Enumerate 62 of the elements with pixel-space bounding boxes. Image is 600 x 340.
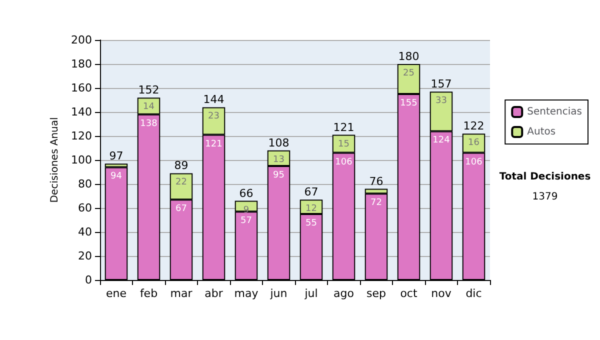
x-tick-label: oct xyxy=(400,287,418,300)
data-label: 25 xyxy=(403,68,414,78)
x-tick-label: abr xyxy=(204,287,224,300)
x-tick-label: feb xyxy=(140,287,158,300)
y-tick-label: 40 xyxy=(78,226,92,238)
y-tick-label: 140 xyxy=(71,106,92,118)
data-label: 106 xyxy=(335,157,353,168)
text: Total Decisiones xyxy=(499,172,591,182)
x-tick-label: jul xyxy=(304,287,318,300)
x-tick-label: jun xyxy=(269,287,288,300)
data-label: 14 xyxy=(143,102,155,112)
total-label: 108 xyxy=(268,136,290,150)
total-label: 157 xyxy=(430,78,452,91)
total-label: 180 xyxy=(398,50,420,63)
data-label: 15 xyxy=(338,139,350,150)
data-label: 13 xyxy=(273,154,284,165)
y-tick-label: 180 xyxy=(71,58,92,70)
x-tick-label: may xyxy=(234,287,259,300)
data-label: 95 xyxy=(273,170,284,180)
total-label: 122 xyxy=(463,120,484,133)
y-axis-title: Decisiones Anual xyxy=(50,117,61,203)
total-label: 66 xyxy=(239,186,254,200)
total-label: 97 xyxy=(109,150,124,163)
x-tick-label: mar xyxy=(170,287,193,300)
data-label: 23 xyxy=(208,112,220,122)
data-label: 138 xyxy=(140,118,158,129)
data-label: 9 xyxy=(243,205,250,216)
y-tick-label: 0 xyxy=(85,274,92,286)
total-label: 144 xyxy=(203,93,224,106)
total-label: 89 xyxy=(174,159,188,172)
total-label: 121 xyxy=(333,120,354,134)
x-tick-label: dic xyxy=(466,287,482,300)
total-label: 152 xyxy=(138,84,160,97)
total-label: 76 xyxy=(369,174,384,188)
data-label: 57 xyxy=(240,216,252,226)
data-label: 33 xyxy=(436,96,447,106)
x-tick-label: sep xyxy=(366,287,386,300)
y-tick-label: 60 xyxy=(78,202,92,214)
x-tick-label: ene xyxy=(106,287,127,300)
data-label: 124 xyxy=(432,136,450,146)
data-label: 121 xyxy=(205,139,222,150)
data-label: 16 xyxy=(468,138,480,148)
data-label: 106 xyxy=(465,157,483,168)
x-tick-label: ago xyxy=(334,287,354,300)
y-tick-label: 100 xyxy=(71,154,92,166)
data-label: 72 xyxy=(370,198,382,208)
text: 1379 xyxy=(532,192,558,202)
data-label: 12 xyxy=(306,204,317,214)
y-tick-label: 20 xyxy=(78,250,92,262)
y-tick-label: 80 xyxy=(78,178,92,190)
y-tick-label: 200 xyxy=(71,34,92,46)
legend-label: Autos xyxy=(527,126,556,138)
data-label: 22 xyxy=(176,178,187,188)
data-label: 55 xyxy=(306,218,317,228)
total-label: 67 xyxy=(304,186,318,199)
data-label: 67 xyxy=(176,204,187,214)
y-tick-label: 160 xyxy=(71,82,92,94)
data-label: 94 xyxy=(110,172,122,182)
y-tick-label: 120 xyxy=(71,130,92,142)
legend-label: Sentencias xyxy=(527,106,582,118)
x-tick-label: nov xyxy=(431,287,452,300)
data-label: 155 xyxy=(400,98,418,108)
